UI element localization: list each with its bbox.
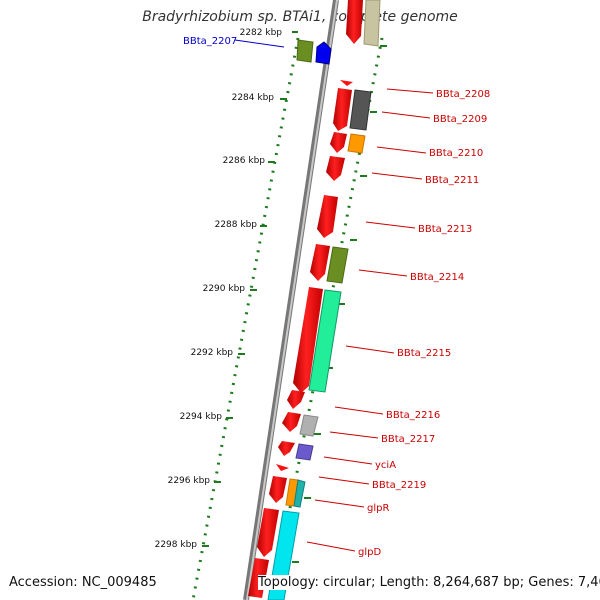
gene-label-bbta-2209[interactable]: BBta_2209 xyxy=(433,114,487,125)
gene-feature[interactable] xyxy=(326,156,345,181)
topology-text: Topology: circular; Length: 8,264,687 bp… xyxy=(258,575,600,590)
leader-line xyxy=(376,146,427,154)
ruler-label: 2286 kbp xyxy=(223,156,266,166)
gene-feature[interactable] xyxy=(293,287,323,393)
gene-feature[interactable] xyxy=(349,89,372,131)
gene-label-bbta-2207[interactable]: BBta_2207 xyxy=(183,36,237,47)
gene-feature[interactable] xyxy=(340,80,353,86)
accession-text: Accession: NC_009485 xyxy=(9,575,157,590)
gene-feature-2207[interactable] xyxy=(315,41,332,65)
gene-feature[interactable] xyxy=(295,443,314,461)
leader-line xyxy=(329,431,379,439)
leader-line xyxy=(365,221,416,229)
gene-label-bbta-2215[interactable]: BBta_2215 xyxy=(397,348,451,359)
ruler-label: 2296 kbp xyxy=(168,476,211,486)
gene-label-bbta-2208[interactable]: BBta_2208 xyxy=(436,89,490,100)
gene-feature[interactable] xyxy=(278,441,295,456)
ruler-label: 2282 kbp xyxy=(240,28,283,38)
gene-label-bbta-2217[interactable]: BBta_2217 xyxy=(381,434,435,445)
gene-feature[interactable] xyxy=(293,479,306,508)
gene-feature[interactable] xyxy=(326,246,349,284)
gene-feature[interactable] xyxy=(317,195,338,238)
gene-label-bbta-2214[interactable]: BBta_2214 xyxy=(410,272,464,283)
gene-feature[interactable] xyxy=(269,476,287,503)
ruler-label: 2294 kbp xyxy=(180,412,223,422)
gene-label-bbta-2216[interactable]: BBta_2216 xyxy=(386,410,440,421)
ruler-label: 2288 kbp xyxy=(215,220,258,230)
gene-feature[interactable] xyxy=(287,390,305,409)
gene-label-bbta-2213[interactable]: BBta_2213 xyxy=(418,224,472,235)
gene-label-ycia[interactable]: yciA xyxy=(375,460,396,471)
gene-feature[interactable] xyxy=(333,88,352,131)
leader-line xyxy=(358,269,408,277)
gene-feature[interactable] xyxy=(282,412,301,432)
ruler-label: 2298 kbp xyxy=(155,540,198,550)
gene-label-bbta-2211[interactable]: BBta_2211 xyxy=(425,175,479,186)
gene-feature[interactable] xyxy=(308,289,342,393)
ruler-label: 2290 kbp xyxy=(203,284,246,294)
gene-label-bbta-2210[interactable]: BBta_2210 xyxy=(429,148,483,159)
leader-line xyxy=(314,499,365,508)
leader-line xyxy=(334,406,384,415)
gene-feature[interactable] xyxy=(346,0,363,44)
leader-line xyxy=(386,88,434,94)
gene-label-bbta-2219[interactable]: BBta_2219 xyxy=(372,480,426,491)
genome-backbone-highlight xyxy=(246,0,338,600)
gene-feature[interactable] xyxy=(310,244,330,281)
gene-label-glpd[interactable]: glpD xyxy=(358,547,381,558)
leader-line xyxy=(371,172,423,180)
ruler-ticks xyxy=(202,31,387,563)
gene-feature[interactable] xyxy=(257,508,279,557)
gene-feature[interactable] xyxy=(330,132,347,153)
ruler-dotted-line-outer xyxy=(270,37,384,600)
gene-feature-2207-partner[interactable] xyxy=(296,39,314,63)
gene-feature[interactable] xyxy=(276,464,289,471)
gene-label-glpr[interactable]: glpR xyxy=(367,503,389,514)
leader-line xyxy=(381,111,431,119)
gene-feature[interactable] xyxy=(299,414,319,437)
gene-feature[interactable] xyxy=(363,0,381,47)
gene-feature[interactable] xyxy=(347,133,366,154)
leader-line xyxy=(234,39,285,48)
ruler-label: 2292 kbp xyxy=(191,348,234,358)
leader-line xyxy=(318,476,370,485)
leader-line xyxy=(323,456,373,465)
ruler-label: 2284 kbp xyxy=(232,93,275,103)
leader-line xyxy=(306,541,356,552)
leader-line xyxy=(345,345,395,354)
